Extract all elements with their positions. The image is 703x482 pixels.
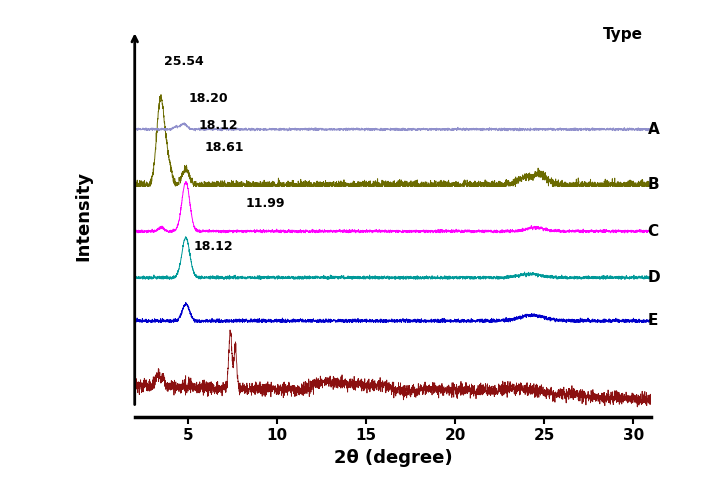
Text: D: D [647, 270, 660, 285]
Text: 18.20: 18.20 [188, 92, 228, 105]
Text: Intensity: Intensity [74, 171, 92, 261]
Text: 18.12: 18.12 [199, 120, 238, 133]
Text: A: A [647, 122, 659, 137]
Text: B: B [647, 177, 659, 192]
Text: 25.54: 25.54 [164, 54, 204, 67]
Text: 18.61: 18.61 [204, 141, 244, 154]
Text: C: C [647, 224, 659, 239]
Text: 18.12: 18.12 [193, 240, 233, 253]
X-axis label: 2θ (degree): 2θ (degree) [333, 449, 452, 467]
Text: Type: Type [603, 27, 643, 42]
Text: E: E [647, 313, 658, 328]
Text: 11.99: 11.99 [245, 197, 285, 210]
